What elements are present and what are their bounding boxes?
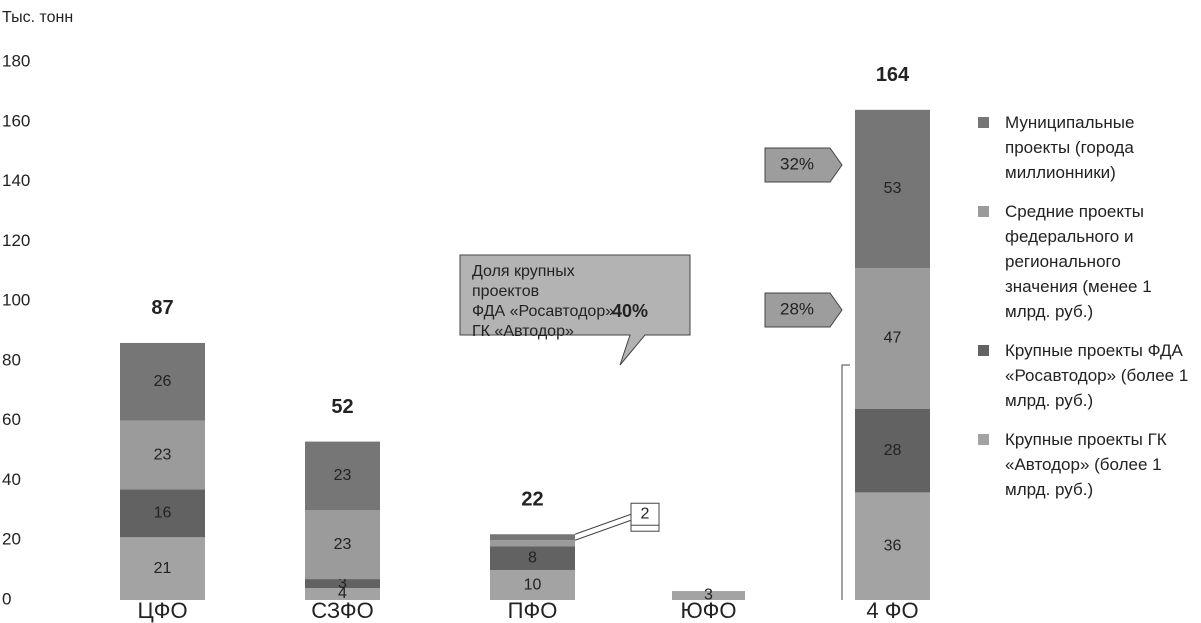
bar-segment [305,510,380,580]
x-tick-label: ЦФО [137,598,187,623]
x-tick-label: 4 ФО [866,598,918,623]
bar-segment [855,109,930,269]
segment-label: 47 [884,330,902,347]
segment-label: 28 [884,442,902,459]
bracket [841,364,850,600]
y-tick-label: 180 [2,51,30,70]
bar-segment [120,489,205,538]
annotation: 32% [780,154,814,173]
y-tick-label: 60 [2,410,21,429]
y-tick-label: 120 [2,231,30,250]
bar-segment [855,492,930,600]
bar-segment [305,588,380,600]
y-tick-label: 140 [2,171,30,190]
share-text: ГК «Автодор» [472,323,574,340]
y-tick-label: 40 [2,470,21,489]
bar-segment [490,570,575,600]
legend: Муниципальные проекты (города миллионник… [975,110,1195,516]
leader [574,519,632,541]
bar-segment [672,591,745,600]
y-tick-label: 0 [2,589,11,608]
total-label: 164 [876,64,910,86]
callout-box [764,292,843,328]
bar-segment [490,546,575,571]
legend-swatch [978,206,989,217]
segment-label: 3 [338,575,347,592]
share-value: 40% [612,301,648,321]
legend-item: Крупные проекты ГК «Автодор» (более 1 мл… [975,427,1195,502]
bar-segment [305,441,380,511]
segment-label: 21 [154,560,172,577]
y-tick-label: 160 [2,111,30,130]
legend-item: Средние проекты федерального и региональ… [975,199,1195,324]
leader [574,513,632,535]
label-box [630,502,660,526]
total-label: 22 [521,489,543,511]
share-text: проектов [472,283,539,300]
segment-label: 10 [524,576,542,593]
segment-label: 23 [154,446,172,463]
share-box [459,254,691,366]
y-tick-label: 100 [2,291,30,310]
annotation: 28% [780,299,814,318]
bar-segment [855,408,930,493]
segment-label: 2 [641,505,650,522]
bar-segment [855,268,930,409]
legend-item: Крупные проекты ФДА «Росавтодор» (более … [975,338,1195,413]
bar-segment [120,420,205,490]
bar-segment [490,540,575,547]
y-tick-label: 20 [2,530,21,549]
segment-label: 53 [884,180,902,197]
y-axis-label: Тыс. тонн [2,9,73,26]
bar-segment [120,342,205,421]
x-tick-label: ПФО [508,598,558,623]
share-text: ФДА «Росавтодор» [472,303,614,320]
y-tick-label: 80 [2,350,21,369]
segment-label: 23 [334,536,352,553]
segment-label: 16 [154,505,172,522]
segment-label: 3 [704,587,713,604]
legend-swatch [978,434,989,445]
segment-label: 26 [154,373,172,390]
legend-label: Средние проекты федерального и региональ… [1005,202,1152,321]
bar-segment [120,537,205,600]
bar-segment [490,534,575,541]
callout-box [764,147,843,183]
legend-swatch [978,345,989,356]
segment-label: 8 [528,549,537,566]
bar-segment [305,579,380,589]
legend-label: Крупные проекты ФДА «Росавтодор» (более … [1005,341,1189,410]
x-tick-label: СЗФО [311,598,374,623]
segment-label: 4 [338,585,347,602]
x-tick-label: ЮФО [680,598,736,623]
legend-label: Муниципальные проекты (города миллионник… [1005,113,1135,182]
segment-label: 23 [334,467,352,484]
legend-swatch [978,117,989,128]
total-label: 87 [151,297,173,319]
segment-label: 36 [884,537,902,554]
total-label: 52 [331,396,353,418]
share-text: Доля крупных [472,263,575,280]
legend-item: Муниципальные проекты (города миллионник… [975,110,1195,185]
legend-label: Крупные проекты ГК «Автодор» (более 1 мл… [1005,430,1167,499]
